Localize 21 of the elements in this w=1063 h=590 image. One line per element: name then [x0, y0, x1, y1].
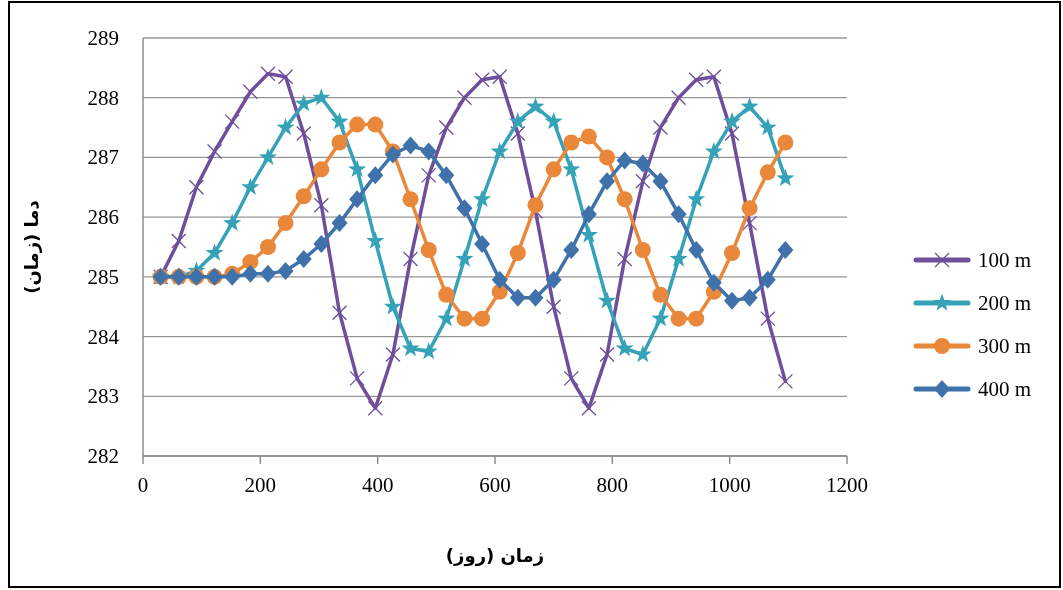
x-tick-label: 1000 [708, 473, 751, 497]
y-tick-label: 284 [87, 324, 120, 349]
x-tick-label: 0 [137, 473, 149, 497]
y-axis-title: دما (زمان) [21, 200, 42, 294]
y-tick-label: 285 [87, 264, 119, 289]
legend-label: 400 m [978, 377, 1032, 401]
x-axis-title: زمان (روز) [445, 545, 545, 567]
x-tick-label: 1200 [826, 473, 868, 497]
y-tick-label: 289 [87, 26, 119, 50]
legend-label: 300 m [978, 334, 1032, 358]
x-tick-label: 200 [244, 473, 277, 497]
x-tick-label: 800 [596, 473, 629, 497]
legend-label: 200 m [978, 291, 1032, 315]
x-tick-label: 600 [479, 473, 511, 497]
y-tick-label: 288 [87, 85, 119, 110]
x-tick-label: 400 [361, 473, 394, 497]
legend-label: 100 m [978, 248, 1032, 272]
y-tick-label: 283 [87, 384, 119, 409]
y-tick-label: 287 [87, 145, 119, 170]
y-tick-label: 286 [87, 205, 119, 230]
y-tick-label: 282 [87, 444, 119, 468]
